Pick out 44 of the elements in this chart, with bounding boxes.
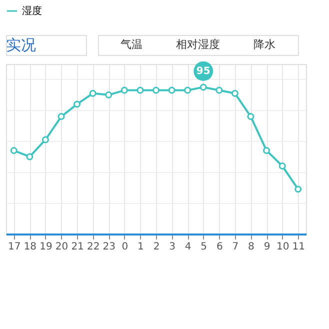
- x-tick-label: 7: [232, 242, 239, 252]
- data-label: 95: [196, 66, 210, 78]
- point: [58, 113, 65, 120]
- x-tick-label: 10: [276, 242, 290, 252]
- x-tick-label: 6: [216, 242, 223, 252]
- point: [247, 113, 254, 120]
- point: [136, 86, 144, 94]
- x-tick-label: 11: [292, 242, 305, 252]
- x-tick-label: 20: [55, 242, 68, 252]
- point: [294, 186, 302, 193]
- x-tick-label: 4: [184, 242, 192, 252]
- point: [184, 86, 192, 94]
- x-tick-label: 8: [248, 242, 254, 252]
- point: [105, 91, 112, 98]
- point: [89, 90, 96, 97]
- x-tick-label: 21: [71, 242, 84, 252]
- point: [200, 84, 207, 91]
- point: [74, 100, 81, 108]
- text: 相对湿度: [176, 38, 220, 51]
- point: [231, 90, 238, 97]
- x-tick-label: 0: [122, 242, 128, 252]
- point: [152, 86, 160, 94]
- x-tick-label: 2: [153, 242, 160, 252]
- x-tick-label: 19: [40, 242, 52, 252]
- x-tick-label: 3: [169, 242, 176, 252]
- point: [168, 86, 176, 94]
- point: [120, 86, 128, 94]
- point: [26, 153, 34, 160]
- point: [10, 147, 18, 154]
- x-tick-label: 18: [24, 242, 37, 252]
- x-tick-label: 22: [86, 242, 100, 252]
- point: [216, 86, 223, 94]
- point: [278, 162, 286, 170]
- x-tick-label: 23: [102, 242, 116, 252]
- x-tick-label: 9: [264, 242, 270, 252]
- legend-label: 湿度: [22, 5, 42, 17]
- x-tick-label: 5: [200, 242, 208, 252]
- x-tick-label: 17: [8, 242, 21, 252]
- x-tick-label: 1: [138, 242, 144, 252]
- chart-title: 实况: [6, 36, 36, 54]
- text: 降水: [254, 38, 276, 51]
- point: [263, 147, 270, 154]
- point: [42, 136, 49, 144]
- text: 气温: [120, 38, 142, 51]
